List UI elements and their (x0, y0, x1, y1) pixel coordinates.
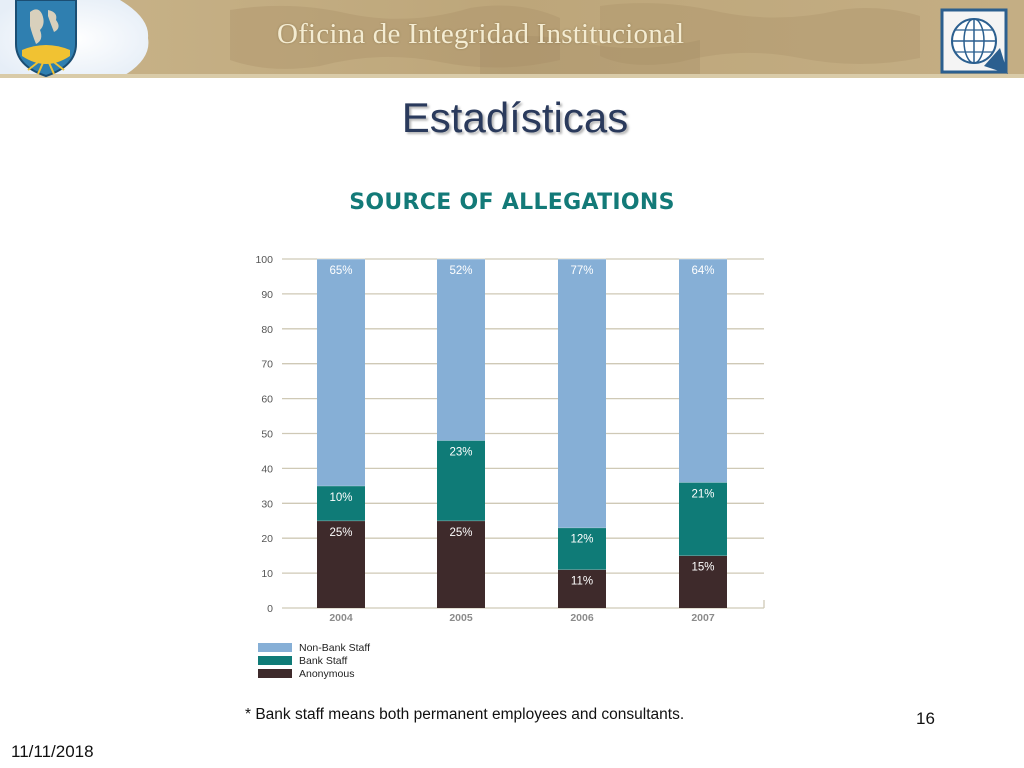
x-tick-label: 2007 (691, 612, 715, 624)
y-tick-label: 40 (261, 463, 273, 475)
y-tick-label: 90 (261, 289, 273, 301)
legend-label: Anonymous (299, 667, 355, 680)
header-banner: Oficina de Integridad Institucional (0, 0, 1024, 78)
x-tick-label: 2006 (570, 612, 594, 624)
globe-grid-icon (940, 8, 1008, 74)
bar-bank-staff (558, 527, 606, 570)
y-tick-label: 80 (261, 324, 273, 336)
legend-swatch-bank-staff (258, 656, 292, 665)
data-label: 23% (449, 446, 472, 458)
y-tick-label: 0 (267, 603, 273, 615)
slide-title: Estadísticas (401, 94, 629, 141)
y-tick-label: 60 (261, 394, 273, 406)
y-tick-label: 20 (261, 533, 273, 545)
data-label: 11% (571, 576, 593, 588)
chart-title: SOURCE OF ALLEGATIONS (349, 190, 675, 215)
x-tick-label: 2004 (329, 612, 353, 624)
institution-emblem-icon (15, 0, 77, 78)
banner-background (0, 0, 1024, 78)
bar-anonymous (317, 520, 365, 608)
bar-anonymous (437, 520, 485, 608)
data-label: 25% (449, 527, 472, 539)
y-tick-label: 30 (261, 498, 273, 510)
bar-anonymous (679, 555, 727, 608)
data-label: 10% (329, 492, 352, 504)
chart-legend: Non-Bank Staff Bank Staff Anonymous (258, 641, 370, 680)
data-label: 64% (691, 265, 714, 277)
footnote: * Bank staff means both permanent employ… (245, 706, 685, 723)
data-label: 77% (570, 265, 593, 277)
legend-item-bank-staff: Bank Staff (258, 654, 370, 667)
bar-non-bank-staff (317, 259, 365, 486)
slide-date: 11/11/2018 (11, 742, 94, 761)
bar-non-bank-staff (558, 259, 606, 528)
legend-item-non-bank-staff: Non-Bank Staff (258, 641, 370, 654)
y-tick-label: 10 (261, 568, 273, 580)
y-tick-label: 70 (261, 359, 273, 371)
legend-swatch-non-bank-staff (258, 643, 292, 652)
data-label: 65% (329, 265, 352, 277)
bar-bank-staff (437, 440, 485, 521)
bar-non-bank-staff (679, 259, 727, 483)
data-label: 52% (449, 265, 472, 277)
office-title: Oficina de Integridad Institucional (277, 18, 685, 50)
bar-non-bank-staff (437, 259, 485, 441)
bar-bank-staff (317, 485, 365, 521)
bar-bank-staff (679, 482, 727, 556)
x-tick-label: 2005 (449, 612, 473, 624)
y-tick-label: 100 (255, 254, 273, 266)
legend-swatch-anonymous (258, 669, 292, 678)
y-tick-label: 50 (261, 429, 273, 441)
data-label: 21% (691, 488, 714, 500)
legend-label: Bank Staff (299, 654, 348, 667)
page-number: 16 (916, 709, 935, 728)
legend-item-anonymous: Anonymous (258, 667, 370, 680)
data-label: 25% (329, 527, 352, 539)
data-label: 12% (570, 534, 593, 546)
legend-label: Non-Bank Staff (299, 641, 371, 654)
data-label: 15% (691, 562, 714, 574)
bar-anonymous (558, 569, 606, 608)
